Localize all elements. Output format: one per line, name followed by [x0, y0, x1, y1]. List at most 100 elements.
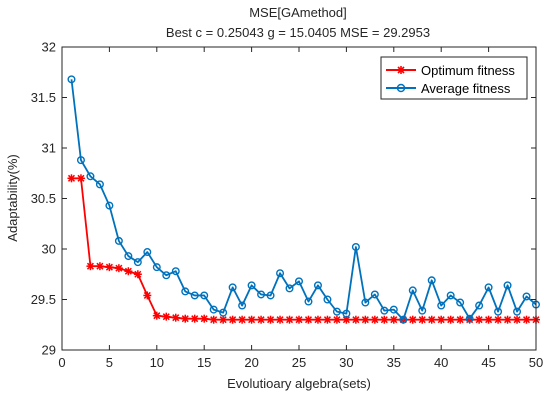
average-fitness-point: [285, 284, 294, 293]
average-fitness-point: [247, 281, 256, 290]
x-tick-label: 25: [292, 355, 306, 370]
x-tick-label: 45: [481, 355, 495, 370]
optimum-fitness-point: [86, 262, 95, 271]
optimum-fitness-point: [304, 315, 313, 324]
average-fitness-point: [351, 242, 360, 251]
average-fitness-point: [342, 309, 351, 318]
average-fitness-point: [522, 292, 531, 301]
optimum-fitness-point: [361, 315, 370, 324]
average-fitness-point: [465, 314, 474, 323]
optimum-fitness-point: [418, 315, 427, 324]
optimum-fitness-point: [162, 312, 171, 321]
average-fitness-point: [389, 305, 398, 314]
optimum-fitness-point: [257, 315, 266, 324]
average-fitness-point: [304, 297, 313, 306]
optimum-fitness-point: [95, 262, 104, 271]
average-fitness-point: [200, 291, 209, 300]
optimum-fitness-point: [171, 313, 180, 322]
optimum-fitness-point: [295, 315, 303, 324]
legend-optimum-label: Optimum fitness: [421, 63, 515, 78]
chart-subtitle: Best c = 0.25043 g = 15.0405 MSE = 29.29…: [166, 25, 430, 40]
optimum-fitness-point: [503, 315, 512, 324]
average-fitness-point: [228, 283, 237, 292]
optimum-fitness-point: [313, 315, 322, 324]
average-fitness-point: [133, 258, 142, 267]
optimum-fitness-point: [494, 315, 503, 324]
average-fitness-point: [399, 315, 408, 324]
x-tick-label: 5: [106, 355, 113, 370]
optimum-fitness-point: [67, 174, 76, 183]
optimum-fitness-point: [209, 315, 218, 324]
optimum-fitness-point: [238, 315, 247, 324]
average-fitness-point: [446, 291, 455, 300]
average-fitness-point: [209, 305, 218, 314]
average-fitness-point: [494, 307, 503, 316]
optimum-fitness-point: [152, 311, 161, 320]
average-fitness-point: [124, 252, 133, 261]
average-fitness-point: [332, 307, 341, 316]
y-axis: 29 29.5 30 30.5 31 31.5 32: [31, 40, 536, 358]
average-fitness-point: [105, 201, 114, 210]
chart-title: MSE[GAmethod]: [249, 5, 347, 20]
y-tick-label: 30: [42, 242, 56, 257]
optimum-fitness-point: [456, 315, 465, 324]
legend: Optimum fitness Average fitness: [380, 56, 528, 100]
optimum-fitness-point: [133, 270, 142, 279]
optimum-fitness-point: [408, 315, 417, 324]
average-fitness-point: [143, 248, 152, 257]
average-fitness-point: [95, 180, 104, 189]
x-axis-label: Evolutioary algebra(sets): [227, 376, 371, 391]
average-fitness-point: [437, 301, 446, 310]
optimum-fitness-line: [71, 177, 536, 321]
average-fitness-point: [76, 156, 85, 165]
average-fitness-point: [380, 306, 389, 315]
average-fitness-point: [190, 291, 199, 300]
average-fitness-point: [408, 286, 417, 295]
optimum-fitness-point: [200, 314, 209, 323]
y-tick-label: 31: [42, 141, 56, 156]
optimum-fitness-point: [105, 263, 114, 272]
y-tick-label: 30.5: [31, 191, 56, 206]
optimum-fitness-point: [276, 315, 285, 324]
optimum-fitness-point: [427, 315, 436, 324]
average-fitness-point: [67, 75, 76, 84]
average-fitness-point: [266, 291, 275, 300]
optimum-fitness-point: [76, 174, 85, 183]
average-fitness-point: [114, 236, 123, 245]
average-fitness-point: [276, 269, 285, 278]
average-fitness-point: [370, 290, 379, 299]
optimum-fitness-point: [114, 264, 123, 273]
optimum-fitness-point: [370, 315, 379, 324]
average-fitness-point: [295, 277, 304, 286]
average-fitness-point: [475, 301, 484, 310]
average-fitness-point: [162, 271, 171, 280]
average-fitness-point: [152, 263, 161, 272]
average-fitness-point: [171, 267, 180, 276]
average-fitness-point: [238, 301, 247, 310]
legend-average-marker: [396, 83, 406, 93]
optimum-fitness-point: [266, 315, 275, 324]
optimum-fitness-point: [351, 315, 360, 324]
y-tick-label: 32: [42, 40, 56, 55]
legend-average-label: Average fitness: [421, 81, 511, 96]
x-tick-label: 15: [197, 355, 211, 370]
x-tick-label: 40: [434, 355, 448, 370]
y-tick-label: 29: [42, 343, 56, 358]
x-axis: 0 5 10 15 20 25 30 35 40 45 50: [58, 47, 543, 370]
x-tick-label: 50: [529, 355, 543, 370]
optimum-fitness-point: [143, 291, 152, 300]
average-fitness-point: [313, 281, 322, 290]
average-fitness-point: [86, 172, 95, 181]
optimum-fitness-point: [228, 315, 237, 324]
y-tick-label: 29.5: [31, 292, 56, 307]
average-fitness-point: [219, 308, 228, 317]
y-tick-label: 31.5: [31, 90, 56, 105]
average-fitness-point: [181, 287, 190, 296]
legend-optimum-marker: [397, 66, 405, 74]
optimum-fitness-point: [181, 314, 190, 323]
optimum-fitness-point: [332, 315, 341, 324]
optimum-fitness-point: [124, 267, 133, 276]
x-tick-label: 30: [339, 355, 353, 370]
average-fitness-point: [513, 307, 522, 316]
average-fitness-point: [323, 295, 332, 304]
